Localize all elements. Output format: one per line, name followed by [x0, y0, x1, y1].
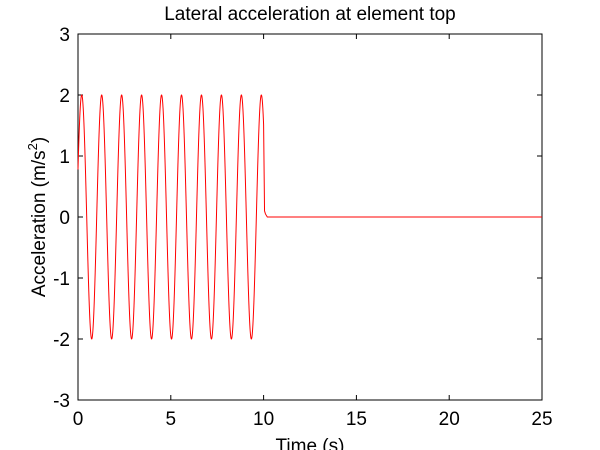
y-tick-label: -1 [53, 269, 70, 290]
x-axis-label: Time (s) [276, 436, 345, 450]
y-axis-label-superscript: 2 [25, 143, 40, 150]
y-tick-label: 0 [59, 208, 70, 229]
y-axis-label-main: Acceleration (m/s [29, 150, 50, 297]
y-axis-ticks: 3 2 1 0 -1 -2 -3 [53, 25, 542, 412]
x-tick-label: 0 [73, 409, 84, 430]
x-tick-label: 25 [531, 409, 552, 430]
y-tick-label: 2 [59, 86, 70, 107]
y-axis-label-close: ) [29, 137, 50, 143]
x-axis-ticks: 0 5 10 15 20 25 [73, 34, 553, 430]
y-axis-label: Acceleration (m/s2) [25, 137, 50, 297]
x-tick-label: 20 [439, 409, 460, 430]
x-tick-label: 10 [253, 409, 274, 430]
y-tick-label: -3 [53, 391, 70, 412]
series-line-0 [77, 94, 542, 340]
y-tick-label: 3 [59, 25, 70, 46]
chart-title: Lateral acceleration at element top [164, 4, 456, 25]
x-tick-label: 15 [346, 409, 367, 430]
y-tick-label: -2 [53, 330, 70, 351]
y-tick-label: 1 [59, 147, 70, 168]
x-tick-label: 5 [166, 409, 177, 430]
series-layer [77, 94, 542, 340]
